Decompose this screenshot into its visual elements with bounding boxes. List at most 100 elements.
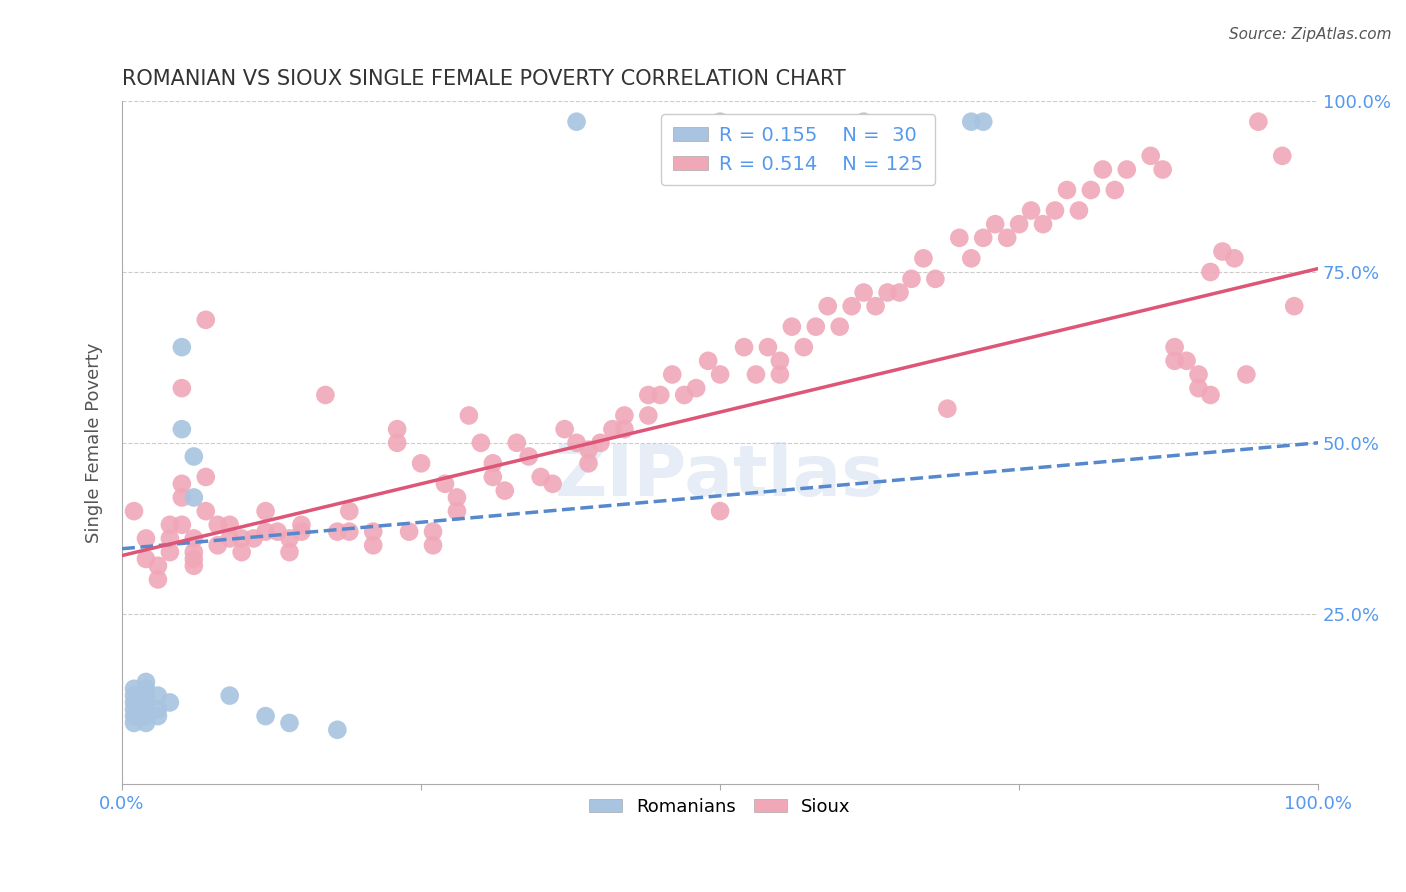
Point — [709, 504, 731, 518]
Point — [337, 504, 360, 518]
Y-axis label: Single Female Poverty: Single Female Poverty — [86, 343, 103, 543]
Point — [422, 524, 444, 539]
Point — [361, 538, 384, 552]
Point — [1234, 368, 1257, 382]
Point — [135, 532, 157, 546]
Point — [541, 476, 564, 491]
Point — [207, 517, 229, 532]
Point — [936, 401, 959, 416]
Point — [183, 558, 205, 573]
Text: ZIPatlas: ZIPatlas — [555, 442, 886, 511]
Point — [865, 299, 887, 313]
Point — [135, 709, 157, 723]
Point — [852, 114, 875, 128]
Point — [122, 681, 145, 696]
Point — [1223, 252, 1246, 266]
Point — [337, 524, 360, 539]
Point — [422, 538, 444, 552]
Point — [673, 388, 696, 402]
Point — [745, 368, 768, 382]
Point — [506, 435, 529, 450]
Point — [218, 517, 240, 532]
Point — [361, 524, 384, 539]
Point — [470, 435, 492, 450]
Point — [458, 409, 481, 423]
Point — [1187, 381, 1209, 395]
Point — [793, 340, 815, 354]
Point — [218, 689, 240, 703]
Point — [1247, 114, 1270, 128]
Point — [876, 285, 898, 300]
Point — [960, 252, 983, 266]
Point — [1152, 162, 1174, 177]
Point — [159, 532, 181, 546]
Point — [194, 504, 217, 518]
Point — [1199, 265, 1222, 279]
Point — [194, 470, 217, 484]
Point — [254, 709, 277, 723]
Point — [278, 545, 301, 559]
Point — [804, 319, 827, 334]
Point — [326, 723, 349, 737]
Point — [565, 114, 588, 128]
Point — [578, 456, 600, 470]
Point — [159, 545, 181, 559]
Point — [278, 532, 301, 546]
Point — [1091, 162, 1114, 177]
Point — [135, 675, 157, 690]
Point — [995, 231, 1018, 245]
Point — [135, 695, 157, 709]
Point — [1271, 149, 1294, 163]
Point — [482, 456, 505, 470]
Point — [756, 340, 779, 354]
Point — [1043, 203, 1066, 218]
Point — [122, 695, 145, 709]
Point — [170, 517, 193, 532]
Legend: Romanians, Sioux: Romanians, Sioux — [582, 791, 858, 823]
Point — [780, 319, 803, 334]
Point — [242, 532, 264, 546]
Point — [1163, 354, 1185, 368]
Point — [146, 558, 169, 573]
Point — [697, 354, 720, 368]
Point — [889, 285, 911, 300]
Point — [1139, 149, 1161, 163]
Point — [709, 368, 731, 382]
Point — [170, 476, 193, 491]
Point — [1104, 183, 1126, 197]
Point — [385, 435, 408, 450]
Point — [446, 504, 468, 518]
Point — [1067, 203, 1090, 218]
Text: ROMANIAN VS SIOUX SINGLE FEMALE POVERTY CORRELATION CHART: ROMANIAN VS SIOUX SINGLE FEMALE POVERTY … — [122, 69, 846, 88]
Point — [170, 340, 193, 354]
Point — [183, 545, 205, 559]
Point — [602, 422, 624, 436]
Point — [446, 491, 468, 505]
Point — [314, 388, 336, 402]
Point — [146, 709, 169, 723]
Point — [613, 422, 636, 436]
Point — [231, 545, 253, 559]
Point — [159, 695, 181, 709]
Point — [135, 552, 157, 566]
Point — [290, 524, 312, 539]
Point — [960, 114, 983, 128]
Point — [122, 689, 145, 703]
Point — [135, 702, 157, 716]
Point — [650, 388, 672, 402]
Point — [1032, 217, 1054, 231]
Point — [984, 217, 1007, 231]
Point — [769, 368, 792, 382]
Point — [266, 524, 288, 539]
Point — [613, 409, 636, 423]
Point — [530, 470, 553, 484]
Point — [146, 573, 169, 587]
Point — [170, 422, 193, 436]
Point — [852, 285, 875, 300]
Point — [254, 504, 277, 518]
Point — [135, 681, 157, 696]
Point — [1056, 183, 1078, 197]
Point — [122, 504, 145, 518]
Point — [183, 491, 205, 505]
Point — [494, 483, 516, 498]
